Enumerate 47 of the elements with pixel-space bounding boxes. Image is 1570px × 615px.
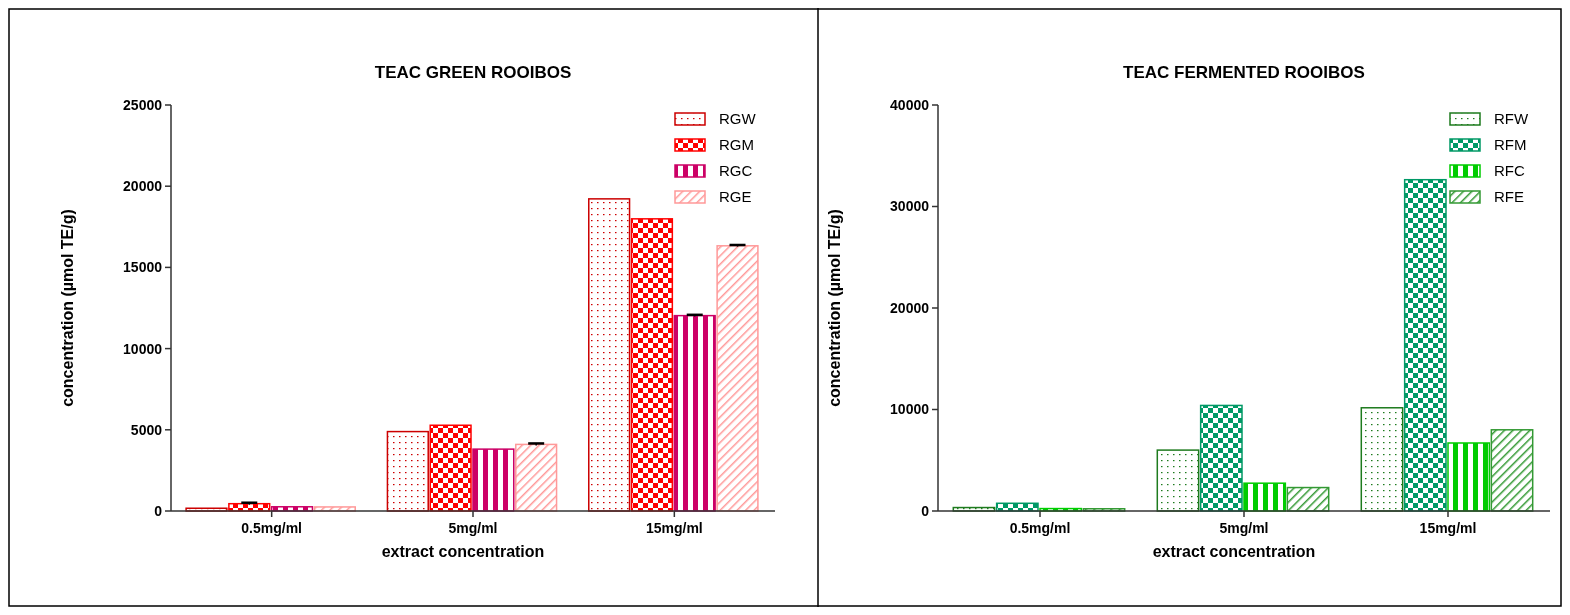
y-tick-label: 30000 [890, 198, 930, 215]
y-tick-label: 10000 [123, 340, 163, 357]
legend-label: RGW [719, 110, 757, 128]
y-tick-label: 5000 [130, 421, 163, 438]
y-tick-label: 0 [154, 502, 163, 519]
bar [1490, 429, 1534, 512]
bar [716, 245, 759, 512]
y-axis-title: concentration (µmol TE/g) [59, 209, 76, 407]
x-tick-label: 15mg/ml [645, 520, 703, 536]
chart-title: TEAC FERMENTED ROOIBOS [1123, 63, 1365, 82]
bar [515, 443, 558, 512]
x-tick-label: 5mg/ml [1219, 520, 1269, 536]
y-tick-label: 25000 [123, 96, 163, 113]
legend-label: RFE [1494, 188, 1524, 206]
chart-title: TEAC GREEN ROOIBOS [374, 63, 572, 82]
x-tick-label: 5mg/ml [448, 520, 498, 536]
bar [1447, 442, 1491, 512]
bar [386, 430, 429, 512]
bar [1156, 449, 1200, 512]
legend-label: RGC [719, 162, 753, 180]
y-tick-label: 10000 [890, 401, 930, 418]
legend-label: RGE [719, 188, 752, 206]
y-axis-title: concentration (µmol TE/g) [826, 209, 843, 407]
bar [588, 198, 631, 512]
bar [673, 314, 716, 512]
bar [1360, 407, 1404, 512]
legend-label: RFW [1494, 110, 1529, 128]
y-tick-label: 20000 [123, 178, 163, 195]
x-tick-label: 0.5mg/ml [241, 520, 303, 536]
bar [429, 424, 472, 512]
y-tick-label: 15000 [123, 259, 163, 276]
bar [1403, 178, 1447, 512]
x-axis-title: extract concentration [381, 543, 545, 560]
y-tick-label: 20000 [890, 299, 930, 316]
legend-label: RFC [1494, 162, 1525, 180]
bar [472, 448, 515, 512]
bar [1286, 486, 1330, 512]
legend-label: RGM [719, 136, 754, 154]
x-tick-label: 0.5mg/ml [1009, 520, 1071, 536]
bar [1243, 482, 1287, 512]
y-tick-label: 0 [921, 502, 930, 519]
bar [1199, 404, 1243, 512]
legend-label: RFM [1494, 136, 1527, 154]
y-tick-label: 40000 [890, 96, 930, 113]
x-tick-label: 15mg/ml [1419, 520, 1477, 536]
bar [630, 218, 674, 512]
x-axis-title: extract concentration [1152, 543, 1316, 560]
